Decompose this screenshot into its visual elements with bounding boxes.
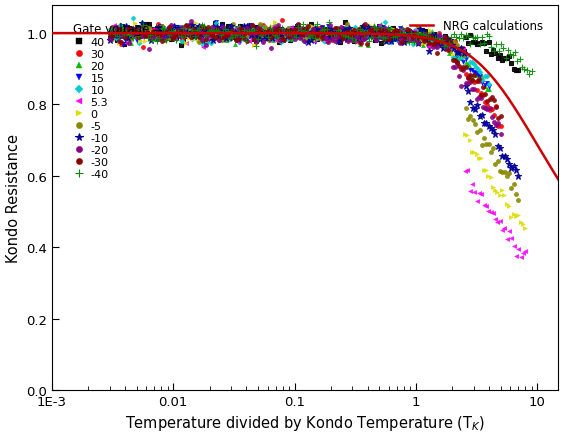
- X-axis label: Temperature divided by Kondo Temperature (T$_K$): Temperature divided by Kondo Temperature…: [125, 413, 485, 432]
- Legend: 40, 30, 20, 15, 10, 5.3, 0, -5, -10, -20, -30, -40: 40, 30, 20, 15, 10, 5.3, 0, -5, -10, -20…: [73, 23, 163, 179]
- Y-axis label: Kondo Resistance: Kondo Resistance: [6, 134, 20, 262]
